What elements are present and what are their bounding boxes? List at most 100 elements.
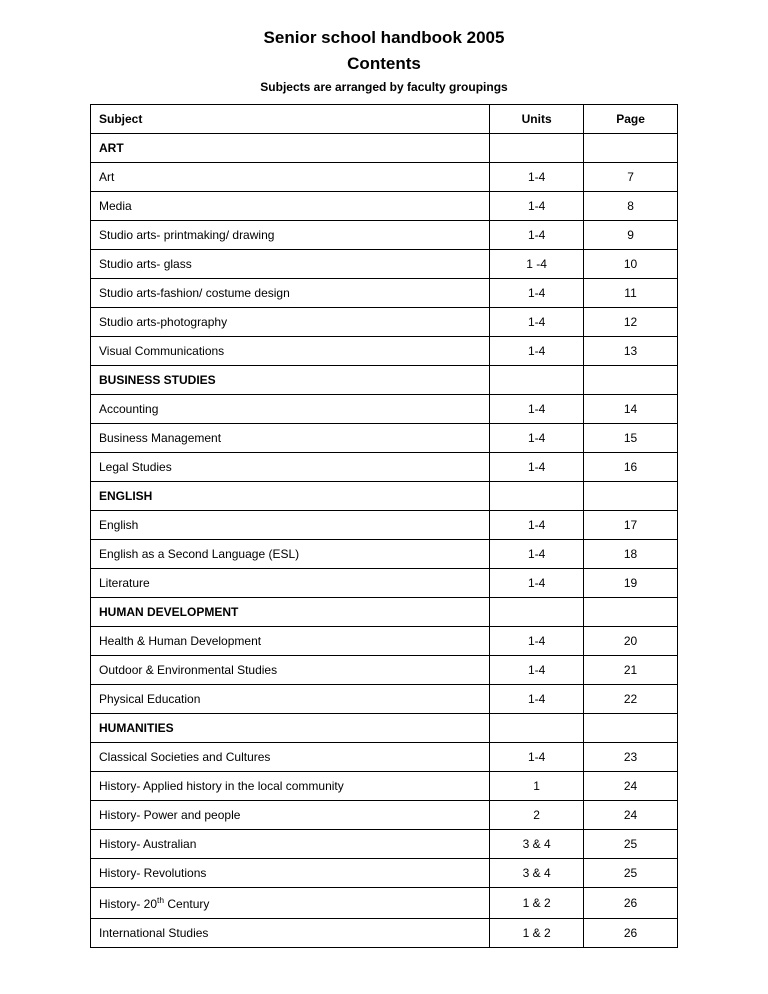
table-row: Media1-48 bbox=[91, 192, 678, 221]
section-heading-row: HUMAN DEVELOPMENT bbox=[91, 598, 678, 627]
table-header-row: Subject Units Page bbox=[91, 105, 678, 134]
page-cell: 18 bbox=[584, 540, 678, 569]
units-cell: 1-4 bbox=[490, 395, 584, 424]
units-cell: 1-4 bbox=[490, 221, 584, 250]
section-units-blank bbox=[490, 482, 584, 511]
table-row: Art1-47 bbox=[91, 163, 678, 192]
page-cell: 14 bbox=[584, 395, 678, 424]
subject-cell: Health & Human Development bbox=[91, 627, 490, 656]
subject-cell: Visual Communications bbox=[91, 337, 490, 366]
table-row: History- Power and people224 bbox=[91, 801, 678, 830]
subject-cell: International Studies bbox=[91, 919, 490, 948]
document-page: Senior school handbook 2005 Contents Sub… bbox=[0, 0, 768, 988]
subject-cell: History- Australian bbox=[91, 830, 490, 859]
page-cell: 24 bbox=[584, 801, 678, 830]
page-cell: 11 bbox=[584, 279, 678, 308]
page-title: Senior school handbook 2005 bbox=[90, 28, 678, 48]
units-cell: 3 & 4 bbox=[490, 830, 584, 859]
page-cell: 8 bbox=[584, 192, 678, 221]
units-cell: 1-4 bbox=[490, 685, 584, 714]
subject-cell: Outdoor & Environmental Studies bbox=[91, 656, 490, 685]
table-row: Accounting1-414 bbox=[91, 395, 678, 424]
units-cell: 1-4 bbox=[490, 192, 584, 221]
table-row: Literature1-419 bbox=[91, 569, 678, 598]
contents-table: Subject Units Page ARTArt1-47Media1-48St… bbox=[90, 104, 678, 948]
page-cell: 23 bbox=[584, 743, 678, 772]
subject-cell: History- Revolutions bbox=[91, 859, 490, 888]
section-units-blank bbox=[490, 134, 584, 163]
subject-cell: Studio arts- glass bbox=[91, 250, 490, 279]
page-cell: 9 bbox=[584, 221, 678, 250]
units-cell: 1 & 2 bbox=[490, 919, 584, 948]
subject-cell: Physical Education bbox=[91, 685, 490, 714]
page-cell: 20 bbox=[584, 627, 678, 656]
col-units-header: Units bbox=[490, 105, 584, 134]
section-heading-row: ENGLISH bbox=[91, 482, 678, 511]
table-body: ARTArt1-47Media1-48Studio arts- printmak… bbox=[91, 134, 678, 948]
table-row: Classical Societies and Cultures1-423 bbox=[91, 743, 678, 772]
page-cell: 24 bbox=[584, 772, 678, 801]
page-cell: 16 bbox=[584, 453, 678, 482]
units-cell: 1 & 2 bbox=[490, 888, 584, 919]
units-cell: 1-4 bbox=[490, 337, 584, 366]
subject-cell: Studio arts-photography bbox=[91, 308, 490, 337]
units-cell: 1-4 bbox=[490, 453, 584, 482]
page-cell: 12 bbox=[584, 308, 678, 337]
section-heading-row: BUSINESS STUDIES bbox=[91, 366, 678, 395]
section-units-blank bbox=[490, 714, 584, 743]
section-heading: BUSINESS STUDIES bbox=[91, 366, 490, 395]
table-row: Physical Education1-422 bbox=[91, 685, 678, 714]
units-cell: 1-4 bbox=[490, 627, 584, 656]
table-row: English as a Second Language (ESL)1-418 bbox=[91, 540, 678, 569]
units-cell: 2 bbox=[490, 801, 584, 830]
units-cell: 1-4 bbox=[490, 308, 584, 337]
units-cell: 1 -4 bbox=[490, 250, 584, 279]
units-cell: 1-4 bbox=[490, 279, 584, 308]
units-cell: 1-4 bbox=[490, 569, 584, 598]
page-cell: 22 bbox=[584, 685, 678, 714]
col-page-header: Page bbox=[584, 105, 678, 134]
table-row: Studio arts-photography1-412 bbox=[91, 308, 678, 337]
table-row: History- 20th Century1 & 226 bbox=[91, 888, 678, 919]
section-heading: ART bbox=[91, 134, 490, 163]
units-cell: 1-4 bbox=[490, 163, 584, 192]
section-page-blank bbox=[584, 482, 678, 511]
table-row: History- Applied history in the local co… bbox=[91, 772, 678, 801]
page-subhead: Subjects are arranged by faculty groupin… bbox=[90, 80, 678, 94]
units-cell: 1-4 bbox=[490, 540, 584, 569]
table-row: Studio arts- glass1 -410 bbox=[91, 250, 678, 279]
subject-cell: English as a Second Language (ESL) bbox=[91, 540, 490, 569]
table-row: History- Revolutions3 & 425 bbox=[91, 859, 678, 888]
units-cell: 1-4 bbox=[490, 424, 584, 453]
subject-cell: Accounting bbox=[91, 395, 490, 424]
table-row: Health & Human Development1-420 bbox=[91, 627, 678, 656]
page-subtitle: Contents bbox=[90, 54, 678, 74]
col-subject-header: Subject bbox=[91, 105, 490, 134]
section-page-blank bbox=[584, 134, 678, 163]
table-row: Legal Studies1-416 bbox=[91, 453, 678, 482]
units-cell: 1-4 bbox=[490, 511, 584, 540]
page-cell: 21 bbox=[584, 656, 678, 685]
table-row: Visual Communications1-413 bbox=[91, 337, 678, 366]
page-cell: 19 bbox=[584, 569, 678, 598]
subject-cell: History- Applied history in the local co… bbox=[91, 772, 490, 801]
page-cell: 13 bbox=[584, 337, 678, 366]
section-page-blank bbox=[584, 598, 678, 627]
section-page-blank bbox=[584, 366, 678, 395]
page-cell: 15 bbox=[584, 424, 678, 453]
units-cell: 1-4 bbox=[490, 656, 584, 685]
subject-cell: Literature bbox=[91, 569, 490, 598]
table-row: English1-417 bbox=[91, 511, 678, 540]
section-heading: HUMANITIES bbox=[91, 714, 490, 743]
units-cell: 1-4 bbox=[490, 743, 584, 772]
subject-cell: Studio arts- printmaking/ drawing bbox=[91, 221, 490, 250]
page-cell: 7 bbox=[584, 163, 678, 192]
subject-cell: History- Power and people bbox=[91, 801, 490, 830]
table-row: Studio arts- printmaking/ drawing1-49 bbox=[91, 221, 678, 250]
subject-cell: Classical Societies and Cultures bbox=[91, 743, 490, 772]
subject-cell: Media bbox=[91, 192, 490, 221]
section-heading: HUMAN DEVELOPMENT bbox=[91, 598, 490, 627]
page-cell: 10 bbox=[584, 250, 678, 279]
page-cell: 25 bbox=[584, 859, 678, 888]
table-row: International Studies1 & 226 bbox=[91, 919, 678, 948]
